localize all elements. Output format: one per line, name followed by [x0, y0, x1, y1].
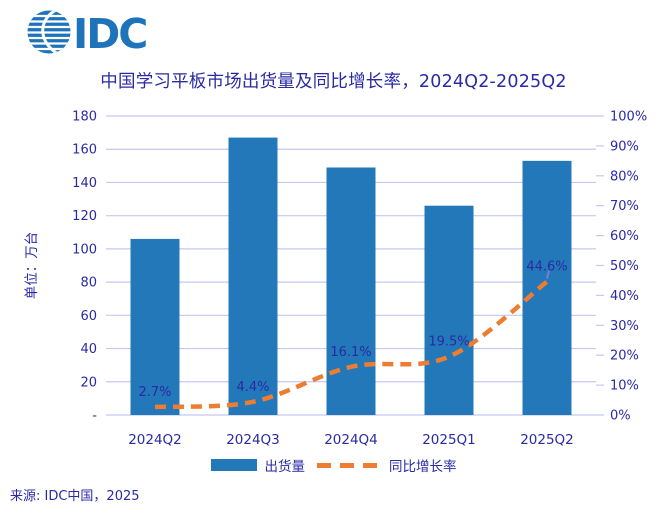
idc-logo: IDC — [27, 10, 146, 56]
legend-bar-swatch-icon — [210, 459, 257, 471]
y-right-tick-label: 60% — [610, 229, 639, 244]
y-left-tick-label: 20 — [80, 375, 97, 390]
y-right-tick-label: 20% — [610, 349, 639, 364]
legend-dashed-line-swatch-icon — [317, 462, 381, 468]
bar-2024Q2 — [130, 238, 180, 415]
source-note: 来源: IDC中国，2025 — [10, 489, 140, 504]
y-right-tick-label: 30% — [610, 319, 639, 334]
y-left-tick-label: 120 — [72, 209, 97, 224]
y-left-tick-label: 160 — [72, 143, 97, 158]
data-label-2024Q3: 4.4% — [236, 380, 269, 395]
line-end-marker — [546, 270, 550, 279]
x-tick-label: 2024Q4 — [324, 432, 378, 448]
chart-legend: 出货量 同比增长率 — [0, 453, 667, 477]
bar-line-chart: 180 160 140 120 100 80 60 40 20 - 100% 90% 80% 70% 60%… — [24, 110, 647, 449]
legend-item-growth: 同比增长率 — [317, 455, 457, 475]
y-right-tick-label: 10% — [610, 379, 639, 394]
x-tick-label: 2024Q3 — [226, 432, 280, 448]
legend-label-shipments: 出货量 — [264, 459, 306, 475]
x-tick-label: 2025Q1 — [422, 432, 476, 448]
bar-2025Q2 — [522, 160, 572, 415]
y-right-tick-label: 0% — [610, 409, 631, 424]
y-left-tick-label: 80 — [80, 276, 97, 291]
x-tick-label: 2024Q2 — [128, 432, 182, 448]
y-axis-title: 单位：万台 — [24, 232, 40, 300]
idc-globe-icon — [27, 10, 71, 54]
growth-rate-line — [154, 279, 549, 410]
y-right-tick-label: 70% — [610, 199, 639, 214]
y-left-tick-label: 180 — [72, 110, 97, 125]
y-left-tick-label: 60 — [80, 309, 97, 324]
y-left-tick-label: - — [92, 409, 97, 424]
legend-item-shipments: 出货量 — [210, 455, 306, 475]
bar-2024Q4 — [326, 167, 376, 415]
y-right-tick-label: 80% — [610, 169, 639, 184]
y-right-tick-label: 100% — [610, 110, 647, 125]
data-label-2024Q2: 2.7% — [138, 385, 171, 400]
y-right-tick-label: 50% — [610, 259, 639, 274]
data-label-2024Q4: 16.1% — [330, 345, 371, 360]
y-left-tick-label: 100 — [72, 242, 97, 257]
data-label-2025Q2: 44.6% — [526, 260, 567, 275]
idc-logo-text: IDC — [73, 10, 146, 56]
y-left-tick-label: 140 — [72, 176, 97, 191]
bar-2025Q1 — [424, 205, 474, 415]
chart-title: 中国学习平板市场出货量及同比增长率，2024Q2-2025Q2 — [100, 72, 567, 92]
y-right-tick-label: 90% — [610, 139, 639, 154]
y-left-tick-label: 40 — [80, 342, 97, 357]
bar-2024Q3 — [228, 137, 278, 415]
y-right-tick-label: 40% — [610, 289, 639, 304]
data-label-2025Q1: 19.5% — [428, 335, 469, 350]
legend-label-growth: 同比增长率 — [389, 459, 457, 475]
x-tick-label: 2025Q2 — [520, 432, 574, 448]
